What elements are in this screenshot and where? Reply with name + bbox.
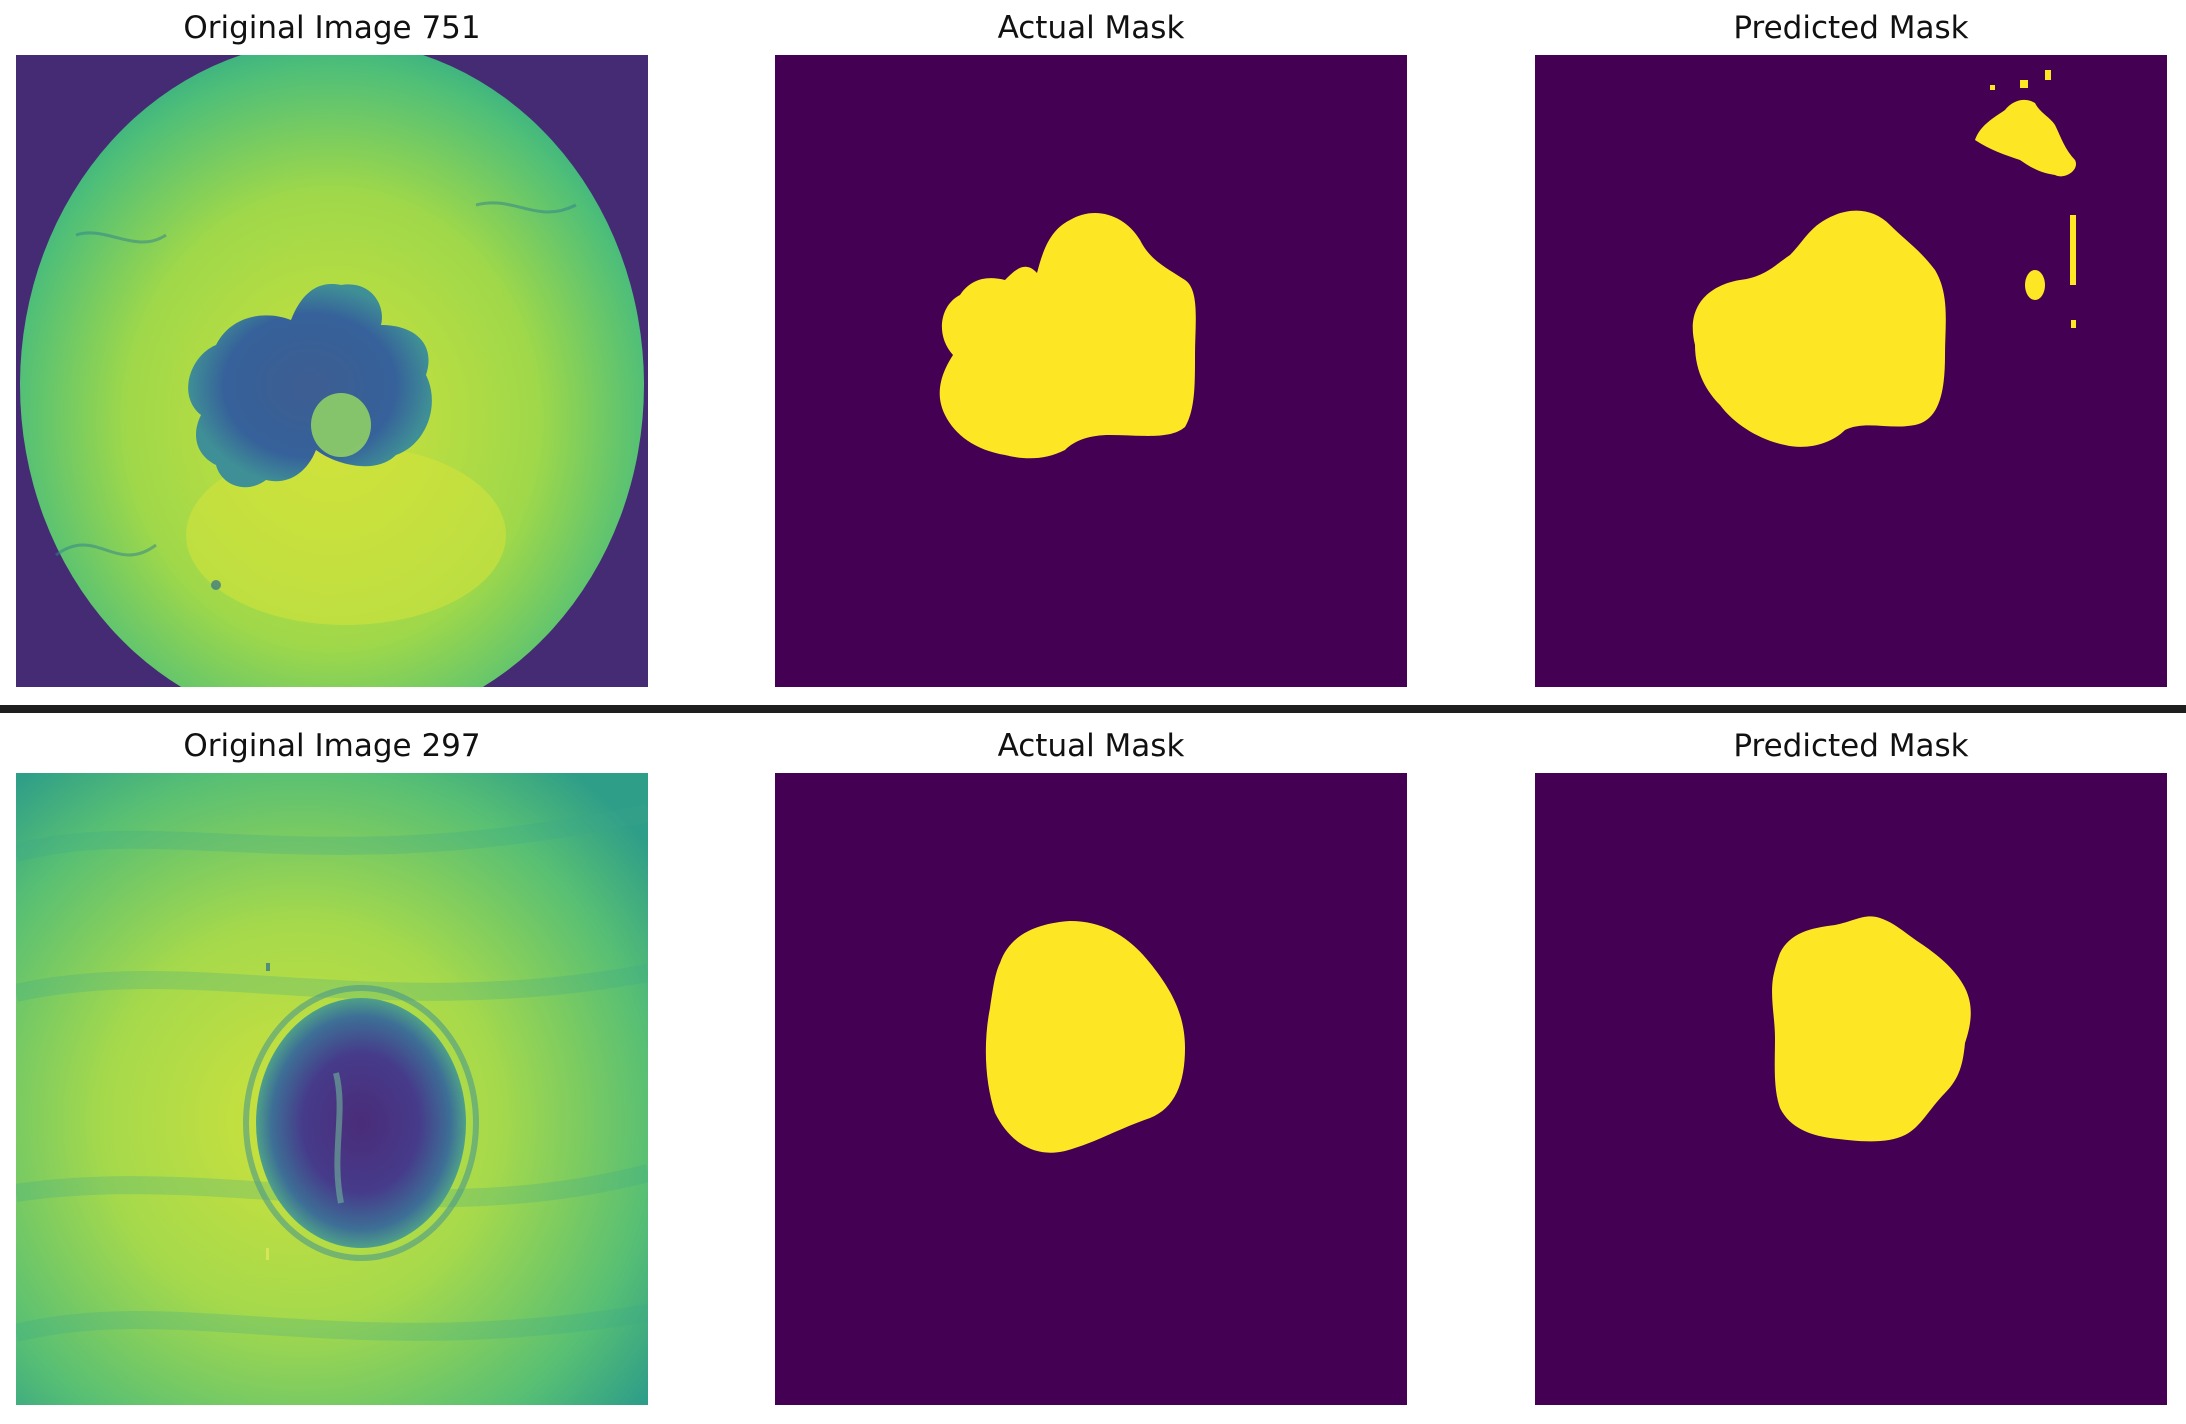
actual-mask-title-2: Actual Mask [997,728,1185,764]
original-image-title-1: Original Image 751 [183,10,481,46]
predicted-mask-2 [1535,773,2167,1405]
row-divider [0,705,2186,713]
actual-mask-title-1: Actual Mask [997,10,1185,46]
actual-mask-1 [775,55,1407,687]
predicted-mask-title-1: Predicted Mask [1733,10,1969,46]
original-image-1 [16,55,648,687]
predicted-mask-1 [1535,55,2167,687]
actual-mask-2 [775,773,1407,1405]
original-image-2 [16,773,648,1405]
predicted-mask-title-2: Predicted Mask [1733,728,1969,764]
original-image-title-2: Original Image 297 [183,728,481,764]
